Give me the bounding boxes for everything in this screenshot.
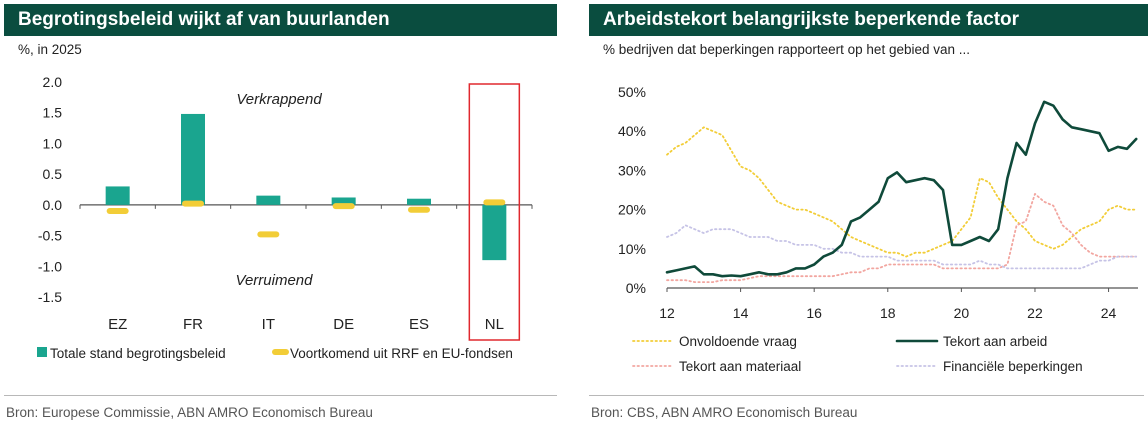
y-tick-label: 1.5 xyxy=(43,105,63,121)
x-tick-label: 16 xyxy=(806,305,822,321)
bar-FR xyxy=(181,113,205,205)
y-tick-label: 0% xyxy=(626,280,646,296)
x-tick-label: 12 xyxy=(659,305,675,321)
x-tick-label: 24 xyxy=(1101,305,1117,321)
series-line-0 xyxy=(666,126,1138,258)
series-line-3 xyxy=(666,224,1138,270)
y-tick-label: 0.5 xyxy=(43,166,63,182)
right-footer-rule xyxy=(589,395,1144,396)
x-category-label: IT xyxy=(262,316,275,333)
y-tick-label: -1.0 xyxy=(38,258,62,274)
right-chart-title: Arbeidstekort belangrijkste beperkende f… xyxy=(589,4,1148,36)
y-tick-label: 1.0 xyxy=(43,135,63,151)
bar-chart: 2.0 1.5 1.0 0.5 0.0 -0.5 -1.0 -1.5 EZ FR IT DE ES NL V… xyxy=(37,74,533,361)
series-line-2 xyxy=(666,193,1138,283)
left-chart-panel: Begrotingsbeleid wijkt af van buurlanden… xyxy=(0,0,557,427)
y-tick-label: 40% xyxy=(618,123,646,139)
x-tick-label: 20 xyxy=(954,305,970,321)
right-chart-source: Bron: CBS, ABN AMRO Economisch Bureau xyxy=(591,405,858,420)
right-chart-subtitle: % bedrijven dat beperkingen rapporteert … xyxy=(603,42,970,57)
legend-swatch-totale xyxy=(37,347,47,357)
left-chart-title: Begrotingsbeleid wijkt af van buurlanden xyxy=(4,4,557,36)
y-tick-label: 20% xyxy=(618,202,646,218)
highlight-box xyxy=(468,83,521,341)
line-chart: 50% 40% 30% 20% 10% 0% 12 14 16 18 20 22 24 Onvoldoen… xyxy=(618,84,1138,374)
bar-IT xyxy=(256,195,281,205)
legend-label-0: Onvoldoende vraag xyxy=(679,334,797,349)
legend-label-rrf: Voortkomend uit RRF en EU-fondsen xyxy=(290,346,513,361)
y-tick-label: -0.5 xyxy=(38,228,62,244)
x-category-label: FR xyxy=(183,316,203,333)
series-line-1 xyxy=(665,100,1138,278)
x-category-label: ES xyxy=(409,316,429,333)
bar-EZ xyxy=(105,186,130,205)
x-tick-label: 14 xyxy=(733,305,749,321)
annotation-upper: Verkrappend xyxy=(236,91,322,108)
y-tick-label: 50% xyxy=(618,84,646,100)
annotation-lower: Verruimend xyxy=(236,272,314,289)
legend-label-3: Financiële beperkingen xyxy=(943,359,1083,374)
bar-DE xyxy=(331,197,356,205)
y-tick-label: 2.0 xyxy=(43,74,63,90)
left-footer-rule xyxy=(4,395,557,396)
y-tick-label: 30% xyxy=(618,162,646,178)
y-tick-label: 10% xyxy=(618,241,646,257)
y-tick-label: 0.0 xyxy=(43,197,63,213)
x-category-label: DE xyxy=(333,316,354,333)
left-chart-source: Bron: Europese Commissie, ABN AMRO Econo… xyxy=(6,405,373,420)
right-chart-panel: Arbeidstekort belangrijkste beperkende f… xyxy=(585,0,1148,427)
legend-label-totale: Totale stand begrotingsbeleid xyxy=(50,346,226,361)
y-tick-label: -1.5 xyxy=(38,289,62,305)
x-tick-label: 22 xyxy=(1027,305,1043,321)
legend-label-1: Tekort aan arbeid xyxy=(943,334,1047,349)
x-tick-label: 18 xyxy=(880,305,896,321)
legend-label-2: Tekort aan materiaal xyxy=(679,359,801,374)
left-chart-subtitle: %, in 2025 xyxy=(18,42,82,57)
x-category-label: EZ xyxy=(108,316,127,333)
bar-NL xyxy=(482,204,507,261)
bar-ES xyxy=(407,198,431,205)
x-category-label: NL xyxy=(485,316,504,333)
